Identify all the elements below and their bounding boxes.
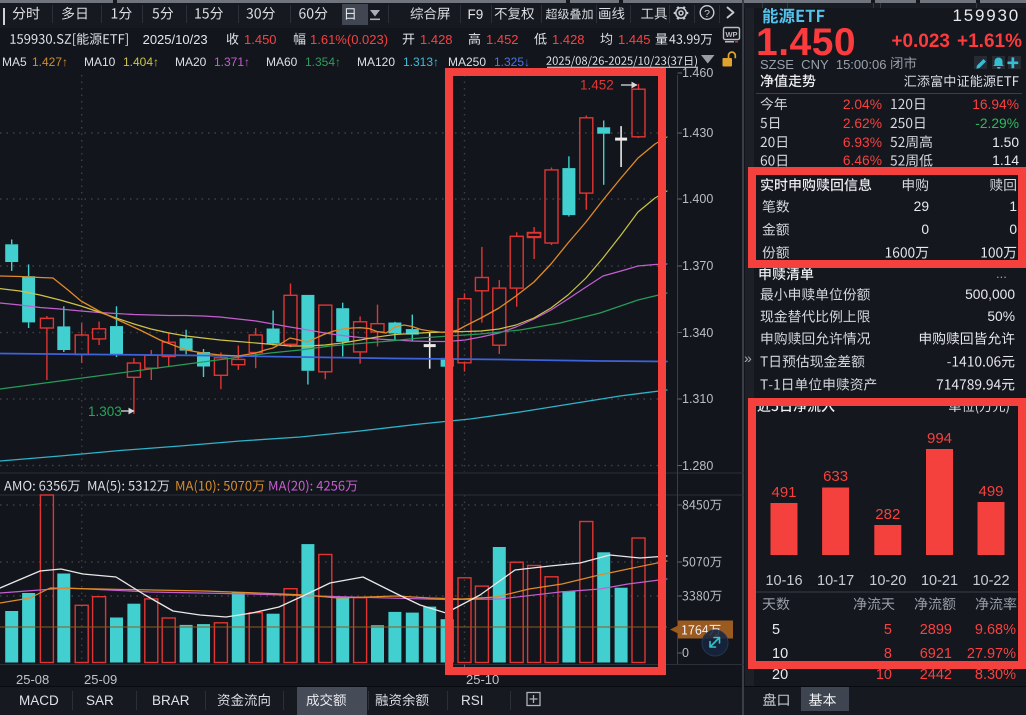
svg-text:1.452: 1.452 xyxy=(580,78,614,93)
svg-text:WP: WP xyxy=(725,30,737,39)
svg-text:1.303: 1.303 xyxy=(88,404,122,419)
svg-text:?: ? xyxy=(704,8,710,20)
